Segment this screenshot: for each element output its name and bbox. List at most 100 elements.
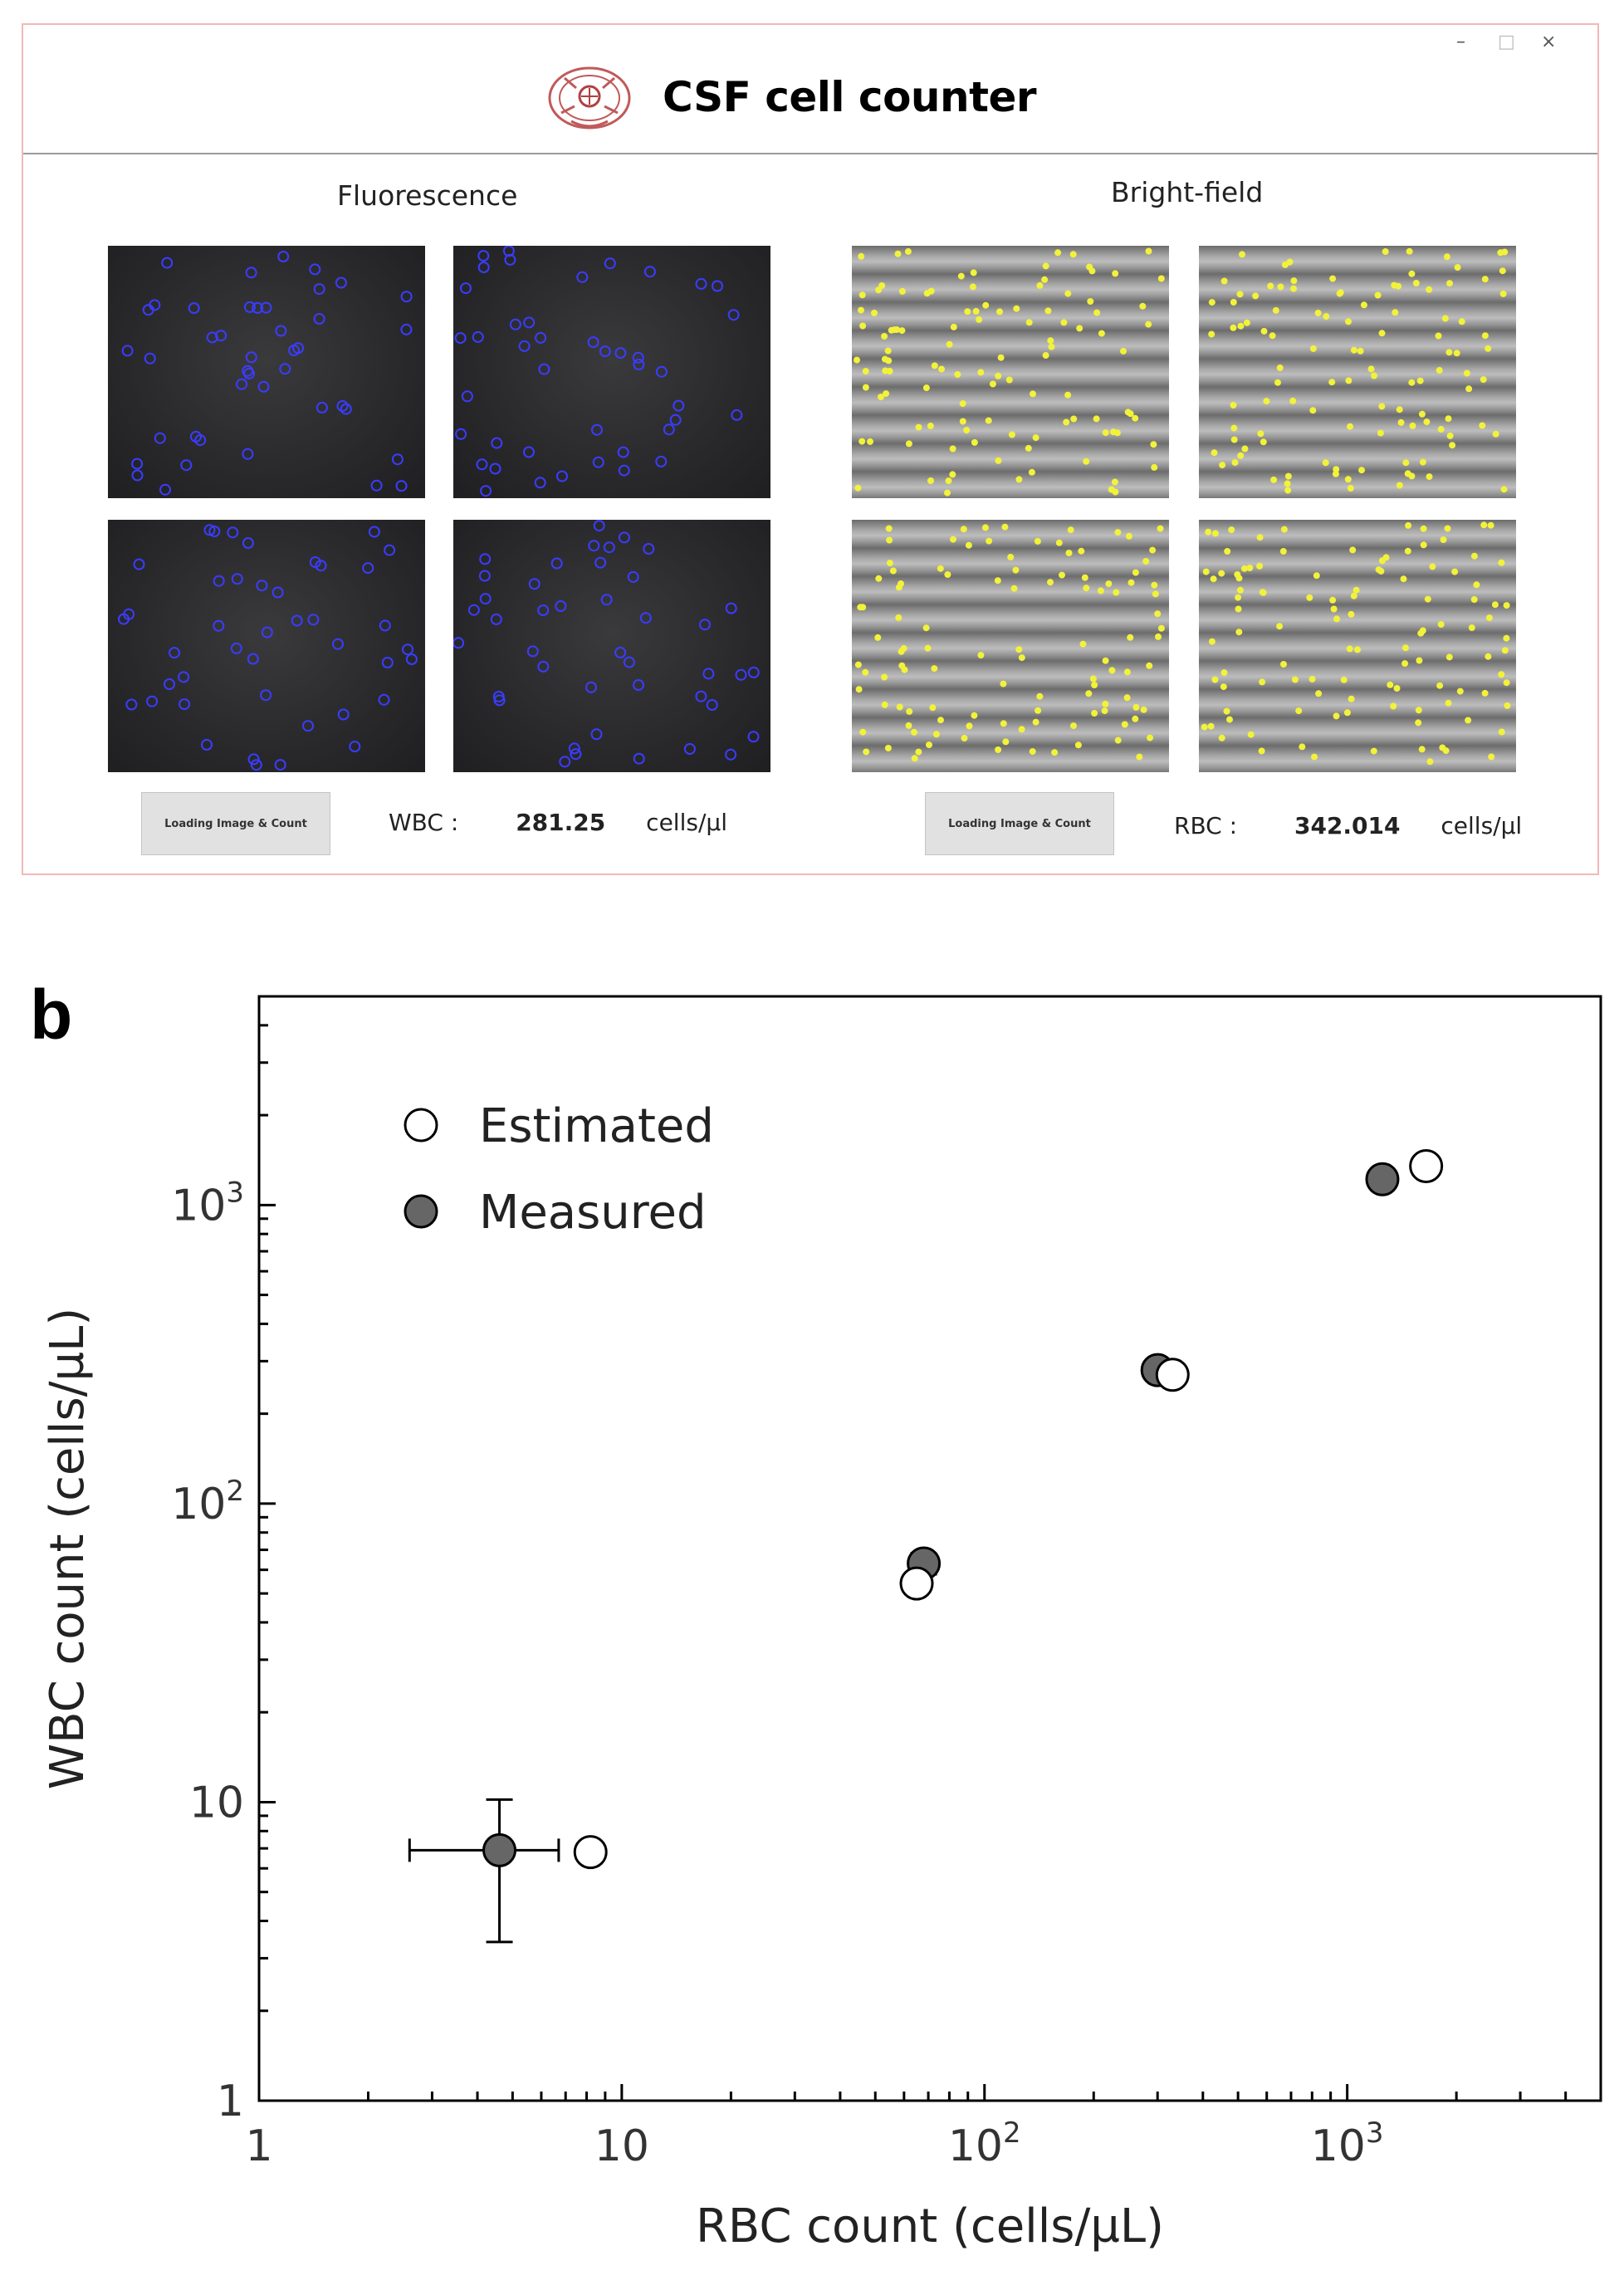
wbc-marker [381,657,394,668]
legend-measured-marker [404,1194,438,1229]
wbc-marker [460,282,472,295]
wbc-marker [146,695,159,707]
maximize-button[interactable]: □ [1498,32,1515,52]
rbc-marker [932,731,940,738]
wbc-marker [633,679,644,691]
rbc-marker [859,728,867,736]
rbc-marker [1120,347,1127,355]
rbc-marker [1005,376,1013,384]
rbc-marker [1390,702,1397,710]
rbc-marker [859,322,867,330]
wbc-marker [559,756,571,768]
rbc-marker [882,367,889,374]
rbc-marker [1256,562,1264,570]
wbc-result-value: 281.25 [516,809,606,836]
rbc-marker [881,673,888,681]
rbc-marker [898,287,906,295]
wbc-marker [603,541,615,554]
wbc-marker [479,553,492,565]
rbc-marker [1418,410,1426,418]
rbc-marker [938,365,945,373]
rbc-marker [1091,710,1098,717]
rbc-marker [982,301,990,309]
rbc-marker [1291,676,1299,683]
wbc-marker [277,251,290,262]
rbc-marker [883,390,890,398]
rbc-marker [1114,736,1122,744]
rbc-marker [1415,707,1422,714]
wbc-load-image-count-button[interactable]: Loading Image & Count [141,792,330,855]
rbc-marker [1436,367,1443,374]
rbc-marker [1000,680,1007,687]
rbc-marker [1468,624,1475,631]
rbc-marker [1295,707,1303,715]
wbc-marker [131,457,144,470]
wbc-marker [453,637,465,649]
rbc-marker [1032,718,1039,726]
wbc-marker [179,698,191,711]
wbc-marker [332,638,344,650]
estimated-point [899,1566,934,1601]
rbc-marker [1211,449,1218,457]
rbc-marker [1202,568,1210,575]
rbc-marker [922,624,930,632]
wbc-marker [242,448,254,460]
rbc-marker [854,356,860,364]
rbc-marker [1311,753,1318,761]
wbc-marker [213,575,225,587]
rbc-marker [959,400,966,408]
wbc-marker [316,401,328,413]
rbc-marker [898,327,906,335]
rbc-marker [1276,623,1284,630]
wbc-marker [236,378,248,390]
wbc-marker [523,446,535,458]
rbc-marker [1323,313,1330,320]
rbc-load-image-count-button[interactable]: Loading Image & Count [925,792,1114,855]
wbc-marker [633,359,645,370]
rbc-marker [1010,585,1018,592]
rbc-marker [924,644,932,652]
rbc-marker [1226,716,1233,723]
wbc-marker [291,614,303,627]
x-tick-label: 103 [1311,2116,1384,2171]
rbc-marker [1044,307,1052,315]
wbc-marker [391,453,404,466]
wbc-marker [477,262,490,273]
rbc-marker [1067,526,1074,534]
rbc-marker [1443,253,1450,261]
rbc-marker [1150,441,1157,448]
rbc-marker [1145,247,1152,255]
rbc-marker [970,269,977,276]
minimize-button[interactable]: – [1456,32,1465,52]
rbc-marker [875,575,883,582]
rbc-marker [1377,429,1384,437]
rbc-marker [894,250,902,257]
wbc-marker [131,469,144,482]
close-button[interactable]: × [1541,32,1557,52]
rbc-marker [1391,281,1398,289]
wbc-marker [215,330,227,342]
rbc-marker [1333,712,1340,720]
rbc-marker [1256,534,1264,541]
rbc-marker [1347,485,1354,492]
rbc-marker [1401,644,1409,652]
rbc-marker [1035,707,1042,714]
wbc-marker [747,731,760,743]
wbc-marker [261,626,273,639]
rbc-marker [863,748,870,756]
rbc-marker [1458,318,1465,325]
rbc-marker [1269,332,1276,340]
wbc-marker [537,604,550,616]
wbc-marker [614,646,627,658]
wbc-marker [476,458,488,471]
rbc-marker [1429,563,1436,570]
rbc-marker [1408,270,1416,277]
rbc-marker [1263,398,1270,405]
wbc-marker [490,613,502,625]
wbc-marker [747,666,760,678]
wbc-marker [472,330,484,343]
rbc-marker [1344,476,1352,483]
rbc-marker [1123,694,1131,702]
rbc-marker [862,384,869,391]
rbc-marker [901,666,908,673]
